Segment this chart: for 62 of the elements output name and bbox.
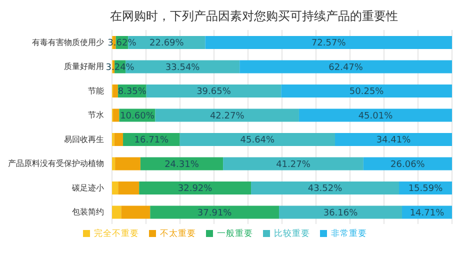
y-tick-label: 质量好耐用 (64, 62, 104, 72)
data-label: 14.71% (410, 208, 445, 218)
bar (140, 157, 224, 170)
data-label: 16.71% (134, 136, 170, 146)
data-label: 3.62% (108, 38, 137, 48)
bar (115, 157, 140, 170)
bar (118, 182, 140, 194)
data-label: 22.69% (150, 38, 184, 48)
data-label: 8.35% (118, 87, 147, 97)
data-label: 41.27% (276, 160, 311, 170)
data-label: 26.06% (390, 160, 426, 170)
data-label: 24.31% (164, 160, 200, 170)
bar (363, 157, 452, 170)
data-label: 45.01% (358, 111, 394, 122)
data-label: 32.92% (178, 184, 213, 194)
data-label: 34.41% (376, 136, 412, 146)
data-label: 72.57% (311, 38, 346, 48)
y-tick-label: 产品原料没有受保护动植物 (8, 159, 104, 168)
bar (112, 206, 122, 219)
bar (112, 182, 118, 194)
bar (251, 182, 399, 194)
bar (114, 133, 124, 146)
bar (139, 182, 252, 194)
legend-label: 比较重要 (274, 229, 310, 239)
data-label: 43.52% (308, 184, 343, 194)
bar (281, 84, 452, 98)
data-label: 62.47% (328, 62, 364, 73)
bar (205, 36, 452, 49)
bar (298, 108, 452, 122)
y-tick-label: 节能 (88, 86, 104, 96)
data-label: 3.24% (106, 62, 135, 73)
data-label: 33.54% (165, 62, 200, 73)
data-label: 15.59% (408, 184, 444, 194)
data-label: 36.16% (323, 208, 358, 218)
y-tick-label: 包装简约 (72, 208, 104, 217)
legend-label: 不太重要 (160, 229, 196, 239)
data-label: 42.27% (210, 111, 245, 122)
bar (146, 84, 282, 98)
data-label: 10.60% (120, 111, 155, 122)
bar (112, 157, 116, 170)
y-tick-label: 节水 (88, 110, 104, 120)
bar (223, 157, 364, 170)
legend-label: 完全不重要 (94, 229, 139, 239)
bar (335, 133, 452, 146)
bar (180, 133, 336, 146)
chart-title: 在网购时，下列产品因素对您购买可持续产品的重要性 (109, 8, 399, 25)
bar (113, 108, 120, 122)
bar (279, 206, 402, 219)
y-tick-label: 有毒有害物质使用少 (32, 38, 104, 47)
legend-label: 一般重要 (217, 229, 253, 239)
bar (121, 206, 150, 219)
bar (240, 60, 452, 74)
legend-label: 非常重要 (331, 229, 367, 239)
data-label: 37.91% (197, 208, 232, 218)
y-tick-label: 易回收再生 (64, 134, 104, 144)
bar (155, 108, 299, 122)
data-label: 50.25% (349, 87, 384, 97)
data-label: 45.64% (240, 136, 276, 146)
bar (150, 206, 280, 219)
data-label: 39.65% (196, 87, 232, 97)
bar (113, 84, 118, 98)
y-tick-label: 碳足迹小 (71, 183, 104, 192)
